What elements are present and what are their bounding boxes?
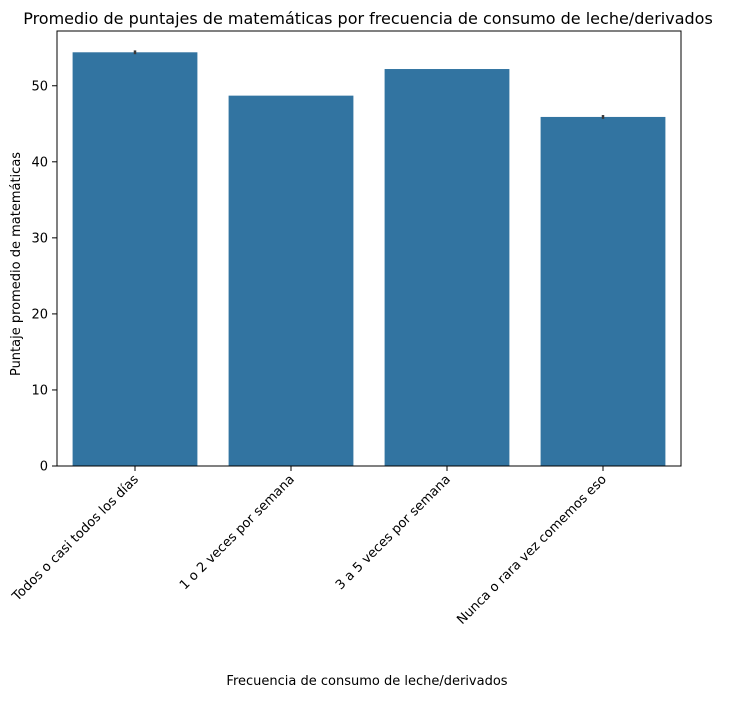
- x-tick-label-3: 3 a 5 veces por semana: [333, 472, 454, 593]
- y-axis-label: Puntaje promedio de matemáticas: [9, 152, 24, 376]
- bar-3: [384, 69, 510, 466]
- plot-area: 0 10 20 30 40 50 Todos o casi todos los días 1 …: [9, 30, 682, 628]
- bar-4: [540, 116, 666, 467]
- y-tick-label-50: 50: [31, 79, 48, 94]
- bar-1: [72, 52, 198, 467]
- x-tick-label-2: 1 o 2 veces por semana: [177, 472, 298, 593]
- bar-2: [228, 95, 354, 467]
- x-tick-label-1: Todos o casi todos los días: [9, 472, 142, 605]
- y-tick-label-40: 40: [31, 155, 48, 170]
- y-tick-label-30: 30: [31, 231, 48, 246]
- y-tick-label-20: 20: [31, 307, 48, 322]
- chart-title: Promedio de puntajes de matemáticas por …: [23, 9, 713, 28]
- x-tick-label-4: Nunca o rara vez comemos eso: [454, 472, 610, 628]
- x-axis-label: Frecuencia de consumo de leche/derivados: [226, 674, 507, 689]
- y-tick-label-0: 0: [40, 460, 48, 475]
- axes-frame: [56, 30, 682, 467]
- y-tick-label-10: 10: [31, 383, 48, 398]
